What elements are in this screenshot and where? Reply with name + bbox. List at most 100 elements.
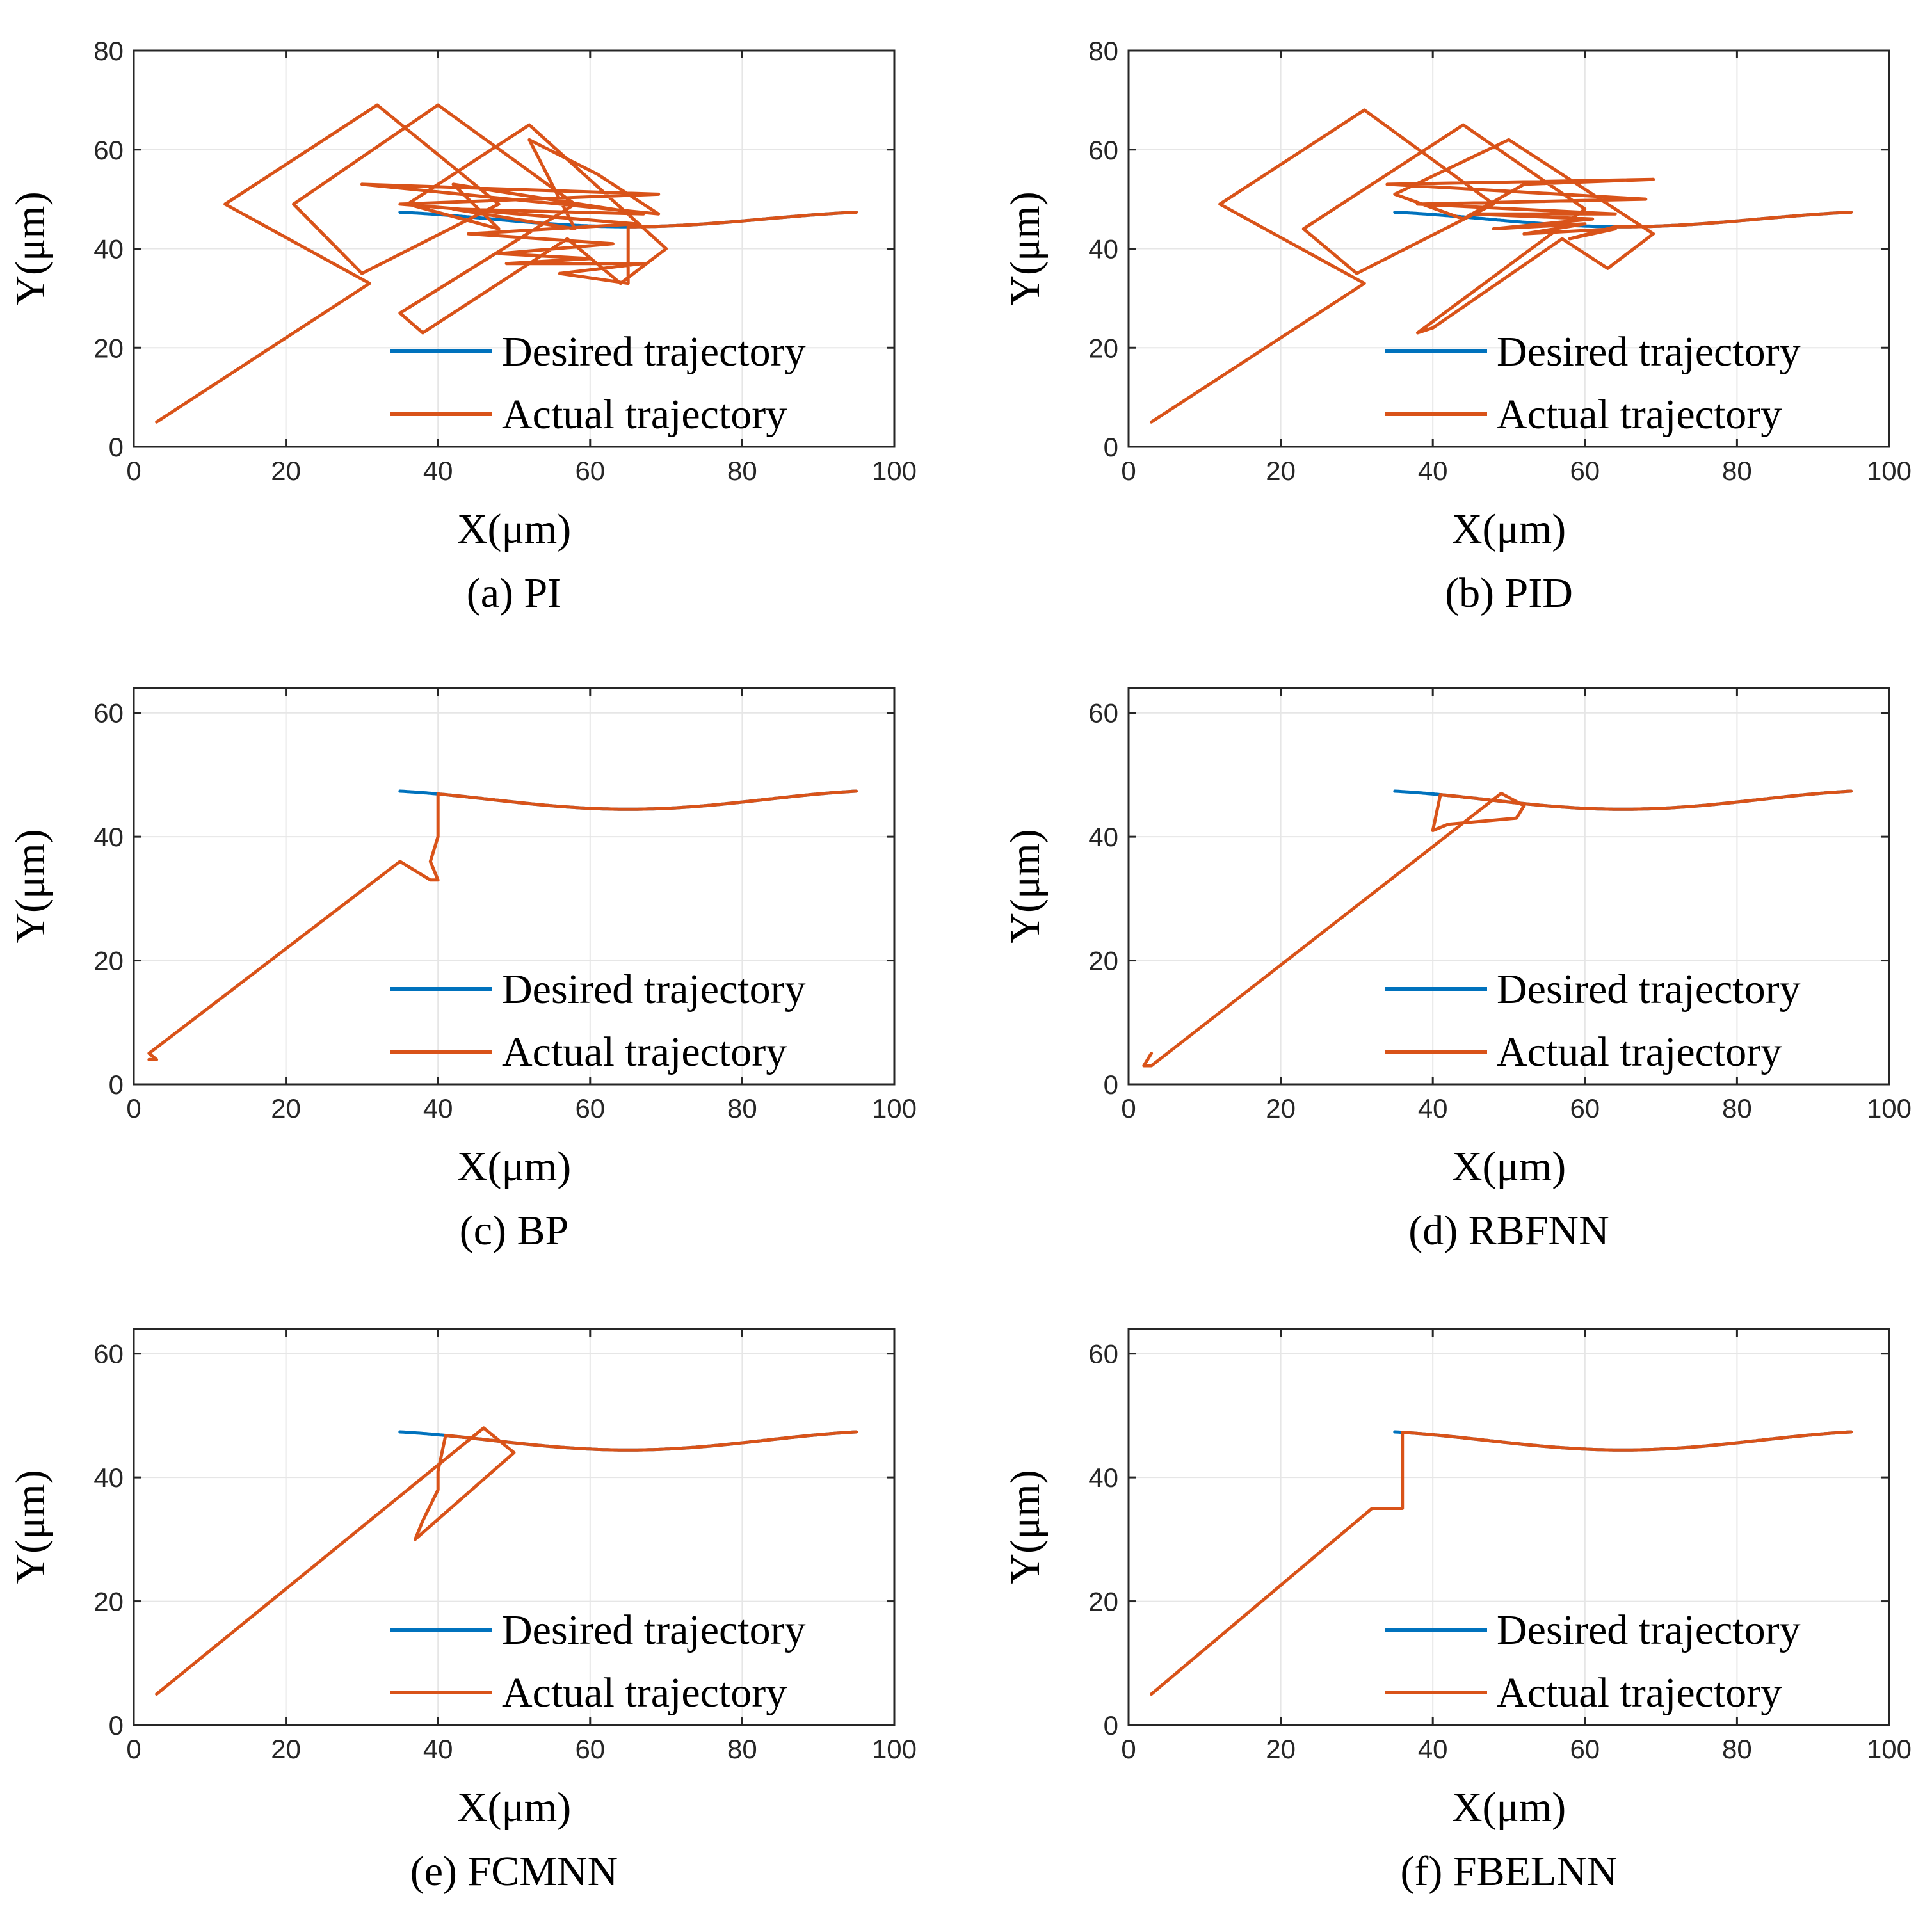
x-tick-label: 100 xyxy=(1867,456,1912,486)
x-tick-label: 20 xyxy=(271,456,301,486)
legend-label-desired: Desired trajectory xyxy=(1497,328,1801,375)
plot-area xyxy=(1129,688,1889,1084)
y-axis-label: Y(μm) xyxy=(7,1470,54,1584)
y-tick-label: 60 xyxy=(93,135,124,165)
panel-caption: (f) FBELNN xyxy=(1400,1848,1617,1895)
x-tick-label: 80 xyxy=(727,1734,757,1764)
actual-trajectory-line xyxy=(1142,789,1853,1068)
actual-trajectory-line xyxy=(155,103,858,424)
y-tick-label: 40 xyxy=(1088,1463,1118,1493)
y-tick-label: 60 xyxy=(1088,135,1118,165)
x-tick-label: 60 xyxy=(575,456,605,486)
x-tick-label: 0 xyxy=(1121,1734,1136,1764)
axes-frame xyxy=(1127,1328,1890,1726)
x-axis-label: X(μm) xyxy=(457,506,571,552)
actual-trajectory-line xyxy=(1150,108,1853,424)
series-group xyxy=(1150,108,1853,424)
x-tick-label: 100 xyxy=(872,456,917,486)
y-tick-label: 0 xyxy=(1104,1710,1118,1740)
legend-label-desired: Desired trajectory xyxy=(1497,966,1801,1013)
legend-label-actual: Actual trajectory xyxy=(502,1029,787,1075)
x-axis-label: X(μm) xyxy=(1452,506,1566,552)
x-tick-label: 60 xyxy=(1570,1093,1600,1123)
panel-1: 0 20 40 60 80 100 0 20 40 60 80 Desired trajectory A… xyxy=(7,36,917,616)
x-tick-label: 20 xyxy=(1266,456,1296,486)
x-tick-label: 60 xyxy=(575,1093,605,1123)
y-tick-label: 40 xyxy=(93,822,124,852)
x-tick-label: 0 xyxy=(126,456,141,486)
y-tick-label: 20 xyxy=(1088,1587,1118,1617)
x-tick-label: 0 xyxy=(1121,456,1136,486)
y-tick-label: 0 xyxy=(109,1070,124,1100)
y-tick-label: 0 xyxy=(109,432,124,462)
x-tick-label: 100 xyxy=(1867,1093,1912,1123)
y-axis-label: Y(μm) xyxy=(1002,1470,1049,1584)
panel-caption: (e) FCMNN xyxy=(410,1848,618,1895)
x-tick-label: 80 xyxy=(727,456,757,486)
y-tick-label: 20 xyxy=(93,946,124,976)
plot-area xyxy=(134,1329,894,1725)
x-tick-label: 0 xyxy=(126,1093,141,1123)
plot-area xyxy=(134,688,894,1084)
y-tick-label: 20 xyxy=(93,1587,124,1617)
x-axis-label: X(μm) xyxy=(1452,1784,1566,1831)
y-tick-label: 0 xyxy=(1104,1070,1118,1100)
x-tick-label: 40 xyxy=(1418,1734,1448,1764)
y-tick-label: 80 xyxy=(1088,36,1118,66)
x-axis-label: X(μm) xyxy=(1452,1143,1566,1190)
panel-caption: (a) PI xyxy=(467,570,561,616)
x-tick-label: 80 xyxy=(727,1093,757,1123)
y-tick-label: 0 xyxy=(1104,432,1118,462)
y-tick-label: 40 xyxy=(93,1463,124,1493)
y-axis-label: Y(μm) xyxy=(7,829,54,943)
actual-trajectory-line xyxy=(155,1426,858,1696)
x-tick-label: 40 xyxy=(1418,456,1448,486)
legend-label-actual: Actual trajectory xyxy=(502,391,787,438)
y-tick-label: 60 xyxy=(93,698,124,728)
x-tick-label: 60 xyxy=(1570,1734,1600,1764)
y-axis-label: Y(μm) xyxy=(1002,829,1049,943)
legend-label-desired: Desired trajectory xyxy=(1497,1607,1801,1653)
series-group xyxy=(1142,789,1853,1068)
x-tick-label: 40 xyxy=(423,456,453,486)
x-tick-label: 40 xyxy=(1418,1093,1448,1123)
x-tick-label: 0 xyxy=(1121,1093,1136,1123)
axes-frame xyxy=(1127,49,1890,448)
x-tick-label: 100 xyxy=(872,1734,917,1764)
x-tick-label: 80 xyxy=(1722,1734,1752,1764)
legend-label-actual: Actual trajectory xyxy=(502,1669,787,1716)
y-tick-label: 60 xyxy=(1088,698,1118,728)
legend-label-desired: Desired trajectory xyxy=(502,328,806,375)
y-axis-label: Y(μm) xyxy=(7,191,54,305)
x-tick-label: 20 xyxy=(271,1093,301,1123)
axes-frame xyxy=(133,687,896,1086)
panel-2: 0 20 40 60 80 100 0 20 40 60 80 Desired trajectory A… xyxy=(1002,36,1912,616)
x-tick-label: 40 xyxy=(423,1734,453,1764)
panel-caption: (c) BP xyxy=(460,1207,568,1254)
y-tick-label: 60 xyxy=(1088,1339,1118,1369)
series-group xyxy=(1150,1430,1853,1696)
legend-label-actual: Actual trajectory xyxy=(1497,391,1782,438)
y-tick-label: 40 xyxy=(1088,234,1118,264)
y-tick-label: 60 xyxy=(93,1339,124,1369)
x-tick-label: 80 xyxy=(1722,1093,1752,1123)
x-tick-label: 60 xyxy=(575,1734,605,1764)
series-group xyxy=(155,103,858,424)
y-tick-label: 80 xyxy=(93,36,124,66)
panel-3: 0 20 40 60 80 100 0 20 40 60 Desired trajectory Act… xyxy=(7,687,917,1254)
x-tick-label: 20 xyxy=(1266,1093,1296,1123)
panel-caption: (b) PID xyxy=(1445,570,1573,616)
panel-4: 0 20 40 60 80 100 0 20 40 60 Desired trajectory Act… xyxy=(1002,687,1912,1254)
x-tick-label: 40 xyxy=(423,1093,453,1123)
panel-caption: (d) RBFNN xyxy=(1408,1207,1609,1254)
x-tick-label: 80 xyxy=(1722,456,1752,486)
panel-5: 0 20 40 60 80 100 0 20 40 60 Desired trajectory Act… xyxy=(7,1328,917,1895)
x-tick-label: 100 xyxy=(1867,1734,1912,1764)
y-tick-label: 0 xyxy=(109,1710,124,1740)
y-tick-label: 20 xyxy=(1088,333,1118,363)
x-axis-label: X(μm) xyxy=(457,1143,571,1190)
y-tick-label: 40 xyxy=(1088,822,1118,852)
y-tick-label: 40 xyxy=(93,234,124,264)
y-tick-label: 20 xyxy=(1088,946,1118,976)
